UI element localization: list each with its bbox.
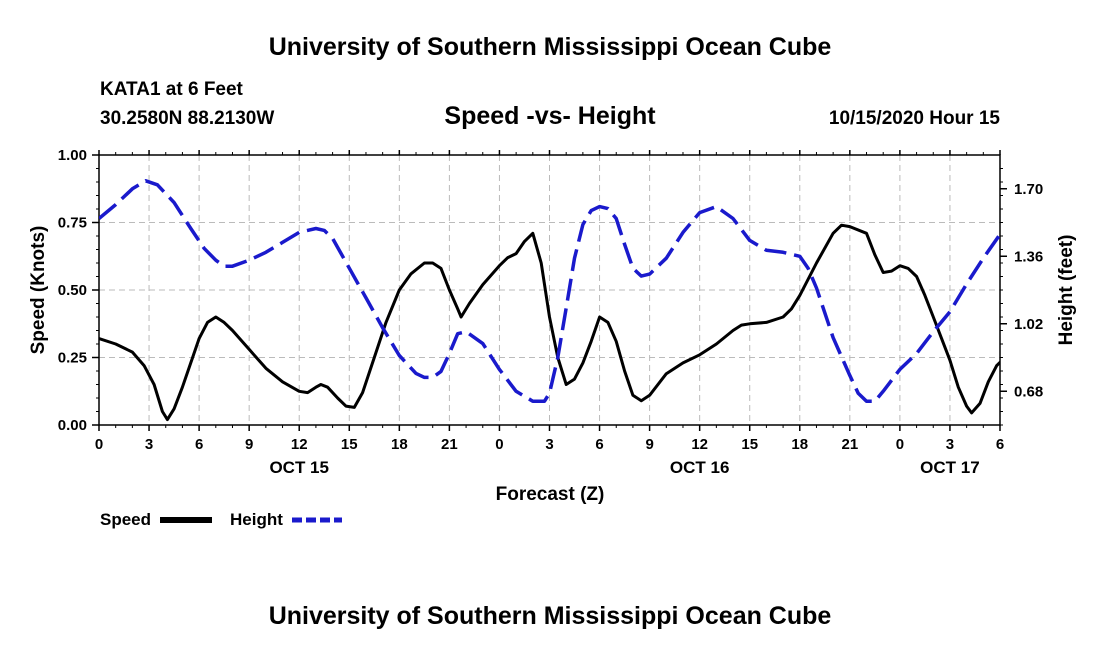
x-tick-label: 3 [545,436,553,453]
main-title: University of Southern Mississippi Ocean… [269,33,832,61]
x-tick-label: 12 [291,436,308,453]
x-tick-label: 0 [495,436,503,453]
y-tick-label: 0.75 [58,215,87,232]
x-tick-label: 15 [341,436,358,453]
x-tick-label: 18 [391,436,408,453]
y2-tick-label: 1.02 [1014,316,1043,333]
axes: 0 3 6 9 12 15 18 21 0 3 6 9 12 15 18 21 0 3 6 0.00 0.25 0.50 0… [58,147,1043,477]
y-tick-label: 0.00 [58,417,87,434]
y2-tick-label: 1.36 [1014,248,1043,265]
x-tick-label: 12 [691,436,708,453]
x-tick-label: 18 [791,436,808,453]
x-tick-label: 9 [245,436,253,453]
x-tick-label: 9 [645,436,653,453]
forecast-timestamp: 10/15/2020 Hour 15 [829,108,1001,129]
date-label: OCT 15 [269,458,329,477]
x-tick-label: 0 [95,436,103,453]
y-axis-title: Speed (Knots) [28,226,49,355]
station-label: KATA1 at 6 Feet [100,79,244,100]
x-tick-label: 21 [841,436,858,453]
y-tick-label: 1.00 [58,147,87,164]
chart-title: Speed -vs- Height [444,102,656,130]
y-tick-label: 0.25 [58,350,87,367]
legend: Speed Height [100,510,342,529]
x-axis-title: Forecast (Z) [496,484,605,505]
y2-tick-label: 1.70 [1014,181,1043,198]
x-tick-label: 0 [896,436,904,453]
x-tick-label: 6 [595,436,603,453]
x-tick-label: 21 [441,436,458,453]
y-tick-label: 0.50 [58,282,87,299]
x-tick-label: 3 [145,436,153,453]
height-series-line [99,179,1000,403]
y2-axis-title: Height (feet) [1056,235,1077,346]
grid-lines [99,155,1000,425]
x-tick-label: 3 [946,436,954,453]
x-tick-label: 15 [741,436,758,453]
station-coords: 30.2580N 88.2130W [100,108,274,129]
legend-height-label: Height [230,510,283,529]
speed-series-line [99,223,1000,422]
legend-speed-label: Speed [100,510,151,529]
x-tick-label: 6 [195,436,203,453]
x-tick-label: 6 [996,436,1004,453]
footer-title: University of Southern Mississippi Ocean… [269,602,832,630]
date-label: OCT 17 [920,458,980,477]
y2-tick-label: 0.68 [1014,383,1043,400]
data-series [99,179,1000,422]
date-label: OCT 16 [670,458,730,477]
